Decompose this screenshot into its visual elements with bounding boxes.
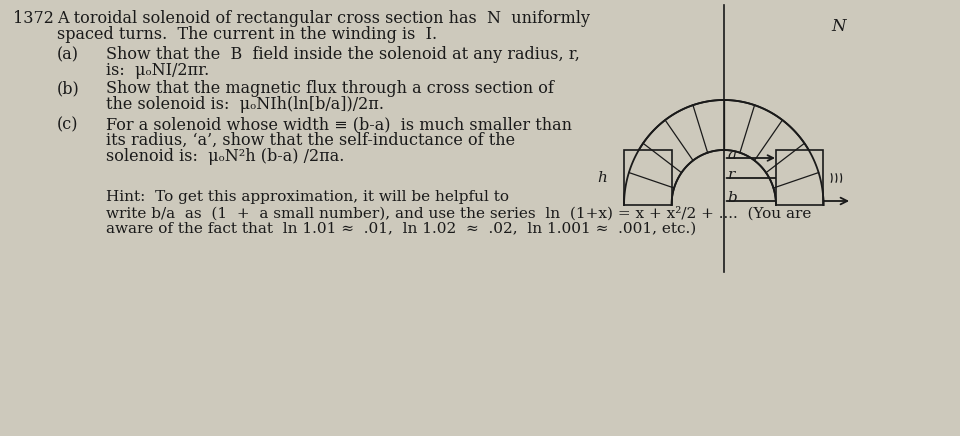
Text: Hint:  To get this approximation, it will be helpful to: Hint: To get this approximation, it will…: [107, 190, 510, 204]
Text: is:  μₒNI/2πr.: is: μₒNI/2πr.: [107, 62, 209, 79]
Text: the solenoid is:  μₒNIh(ln[b/a])/2π.: the solenoid is: μₒNIh(ln[b/a])/2π.: [107, 96, 384, 113]
Text: spaced turns.  The current in the winding is  I.: spaced turns. The current in the winding…: [57, 26, 437, 43]
Text: a: a: [728, 148, 736, 162]
Text: (a): (a): [57, 46, 79, 63]
Text: h: h: [597, 171, 608, 185]
Text: For a solenoid whose width ≡ (b-a)  is much smaller than: For a solenoid whose width ≡ (b-a) is mu…: [107, 116, 572, 133]
Text: A toroidal solenoid of rectangular cross section has  N  uniformly: A toroidal solenoid of rectangular cross…: [57, 10, 590, 27]
Text: solenoid is:  μₒN²h (b-a) /2πa.: solenoid is: μₒN²h (b-a) /2πa.: [107, 148, 345, 165]
Text: 1372: 1372: [13, 10, 54, 27]
Bar: [776, 150, 824, 205]
Text: Show that the magnetic flux through a cross section of: Show that the magnetic flux through a cr…: [107, 80, 554, 97]
Text: Show that the  B  field inside the solenoid at any radius, r,: Show that the B field inside the solenoi…: [107, 46, 580, 63]
Text: write b/a  as  (1  +  a small number), and use the series  ln  (1+x) = x + x²/2 : write b/a as (1 + a small number), and u…: [107, 206, 812, 220]
Bar: [624, 150, 672, 205]
Text: aware of the fact that  ln 1.01 ≈  .01,  ln 1.02  ≈  .02,  ln 1.001 ≈  .001, etc: aware of the fact that ln 1.01 ≈ .01, ln…: [107, 222, 697, 236]
Text: (c): (c): [57, 116, 79, 133]
Text: b: b: [728, 191, 737, 205]
Polygon shape: [624, 100, 824, 205]
Text: r: r: [728, 168, 734, 182]
Text: (b): (b): [57, 80, 80, 97]
Text: N: N: [831, 18, 846, 35]
Text: its radius, ‘a’, show that the self-inductance of the: its radius, ‘a’, show that the self-indu…: [107, 132, 516, 149]
